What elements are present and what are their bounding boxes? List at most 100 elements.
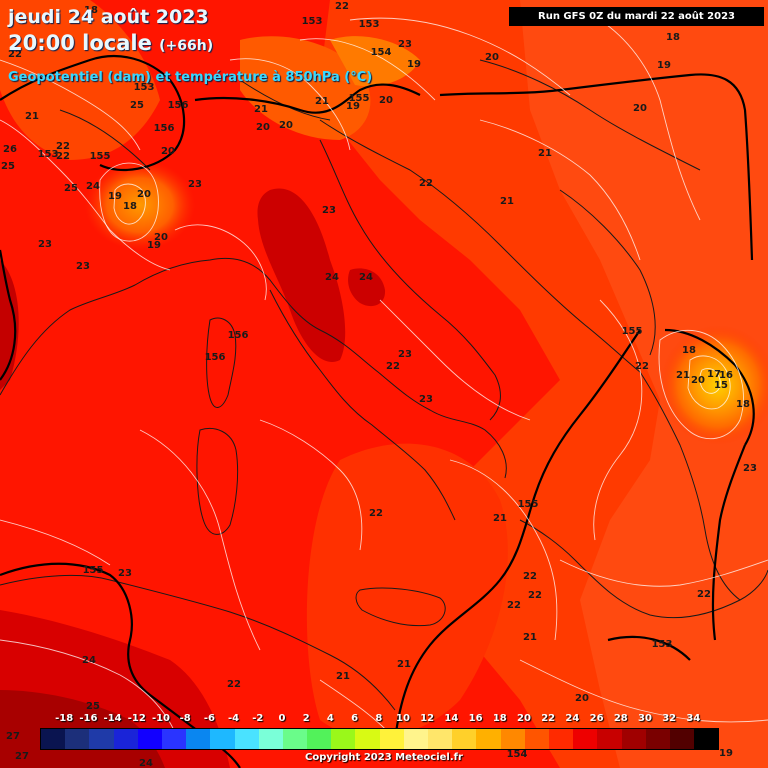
geopotential-labels: 153 1531541551561561551531531561561551551…: [38, 16, 673, 760]
temperature-label: 18: [666, 32, 680, 43]
colorbar-swatch: [694, 729, 719, 749]
geopotential-label: 155: [83, 565, 104, 576]
colorbar-swatch: [573, 729, 598, 749]
temperature-label: 23: [743, 463, 757, 474]
colorbar-swatch: [500, 729, 525, 749]
colorbar-tick: 18: [492, 713, 507, 724]
coastline-greece-west: [639, 371, 741, 601]
colorbar-swatch: [452, 729, 477, 749]
coastline-sardinia: [196, 427, 239, 535]
temperature-label: 21: [254, 104, 268, 115]
temperature-label: 24: [325, 272, 339, 283]
geopotential-label: 153: [38, 149, 59, 160]
geopotential-label: 156: [205, 352, 226, 363]
geopotential-label: 153: [652, 639, 673, 650]
copyright-text: Copyright 2023 Meteociel.fr: [305, 752, 463, 763]
coastline-italy-east: [319, 139, 501, 421]
temperature-label: 22: [523, 571, 537, 582]
temperature-field-cut-off-low-west: [85, 160, 195, 250]
contour-153-south: [607, 635, 691, 661]
temperature-label: 22: [227, 679, 241, 690]
colorbar-tick: 34: [686, 713, 701, 724]
temperature-label: 21: [500, 196, 514, 207]
temperature-field-northwest: [0, 0, 160, 160]
geopotential-label: 155: [349, 93, 370, 104]
geopotential-label: 153: [134, 82, 155, 93]
temperature-label: 20: [633, 103, 647, 114]
isotherms: [0, 17, 768, 746]
isotherm-8: [479, 119, 641, 261]
colorbar-swatch: [161, 729, 187, 749]
temperature-label: 23: [398, 39, 412, 50]
colorbar-swatch: [137, 729, 162, 749]
temperature-label: 23: [188, 179, 202, 190]
temperature-label: 19: [407, 59, 421, 70]
colorbar-swatch: [548, 729, 574, 749]
colorbar-tick: 4: [326, 713, 334, 724]
contour-155-northeast: [439, 73, 754, 261]
isotherm-low-east-2: [687, 355, 731, 410]
colorbar-swatch: [234, 729, 259, 749]
temperature-label: 20: [575, 693, 589, 704]
temperature-label: 21: [538, 148, 552, 159]
temperature-label: 21: [315, 96, 329, 107]
temperature-label: 27: [6, 731, 20, 742]
temperature-label: 21: [336, 671, 350, 682]
colorbar-tick: 30: [638, 713, 652, 724]
colorbar-tick-labels: -18 -16 -14 -12 -10 -8 -6 -4 -2 0 2 4 6 8 10 12 14 16 18 20…: [40, 713, 720, 727]
colorbar-tick: 12: [420, 713, 435, 724]
contour-153-west: [0, 55, 186, 172]
colorbar-tick: -12: [127, 713, 146, 724]
colorbar-tick: 2: [302, 713, 310, 724]
temperature-label: 21: [493, 513, 507, 524]
coastlines: [0, 59, 768, 711]
isotherm-14: [0, 639, 181, 746]
colorbar-swatch: [282, 729, 308, 749]
coastline-greece-south: [519, 519, 768, 619]
temperature-field-south: [306, 443, 508, 738]
contour-156-north: [194, 83, 421, 114]
border-balkans: [559, 189, 656, 356]
temperature-label: 21: [397, 659, 411, 670]
colorbar-swatch: [669, 729, 695, 749]
border-france: [59, 109, 151, 171]
temperature-label: 16: [719, 370, 733, 381]
temperature-label: 24: [82, 655, 96, 666]
colorbar-tick: 10: [396, 713, 410, 724]
colorbar-swatch: [403, 729, 428, 749]
temperature-label: 20: [161, 146, 175, 157]
temperature-label: 24: [359, 272, 373, 283]
isotherm-10: [379, 299, 531, 421]
temperature-label: 17: [707, 369, 721, 380]
temperature-label: 27: [15, 751, 29, 762]
forecast-date: jeudi 24 août 2023: [8, 6, 209, 28]
coastline-north-mediterranean: [0, 257, 507, 479]
coastline-north-africa: [0, 574, 396, 711]
colorbar-tick: -2: [252, 713, 264, 724]
colorbar-swatch: [89, 729, 114, 749]
colorbar-swatch: [621, 729, 646, 749]
temperature-label: 22: [335, 1, 349, 12]
isotherm-6: [349, 17, 571, 96]
colorbar-swatch: [355, 729, 380, 749]
colorbar-swatch: [524, 729, 549, 749]
colorbar-swatch: [65, 729, 90, 749]
temperature-label: 22: [56, 141, 70, 152]
colorbar-tick: 14: [444, 713, 459, 724]
temperature-label: 24: [86, 181, 100, 192]
temperature-label: 18: [682, 345, 696, 356]
colorbar-swatch: [113, 729, 138, 749]
temperature-label: 26: [3, 144, 17, 155]
temperature-field-alps-cool: [330, 36, 420, 87]
colorbar-tick: 32: [662, 713, 677, 724]
temperature-label: 18: [736, 399, 750, 410]
temperature-label: 20: [379, 95, 393, 106]
colorbar-tick: -8: [179, 713, 191, 724]
isotherm-7: [599, 19, 701, 221]
forecast-time: 20:00 locale (+66h): [8, 31, 213, 55]
contour-155-central: [393, 329, 641, 741]
temperature-label: 20: [154, 232, 168, 243]
isotherm-9: [593, 299, 643, 541]
geopotential-label: 155: [622, 326, 643, 337]
